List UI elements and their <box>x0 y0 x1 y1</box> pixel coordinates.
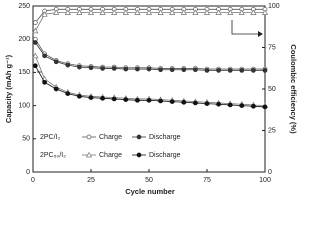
marker <box>88 95 94 100</box>
marker <box>203 9 211 15</box>
y-tick-label: 50 <box>22 136 30 143</box>
marker <box>42 80 47 85</box>
chart: Cycle number Capacity (mAh g⁻¹) Coulombi… <box>4 3 298 196</box>
legend-marker <box>86 134 92 140</box>
marker <box>53 86 59 92</box>
marker <box>261 9 269 15</box>
marker <box>53 59 59 65</box>
marker <box>158 98 163 104</box>
marker <box>88 65 94 71</box>
legend-label: Discharge <box>149 152 181 159</box>
marker <box>87 9 95 15</box>
marker <box>215 9 222 15</box>
legend-label: Charge <box>99 152 122 159</box>
marker <box>180 9 187 15</box>
marker <box>169 99 175 104</box>
marker <box>111 9 118 15</box>
marker <box>227 68 233 73</box>
x-tick-label: 25 <box>87 177 95 184</box>
y2-tick-label: 75 <box>268 44 276 51</box>
y2-tick-label: 25 <box>268 127 276 134</box>
marker <box>157 9 164 15</box>
y2-tick-label: 50 <box>268 86 276 93</box>
x-tick-label: 100 <box>259 177 271 184</box>
marker <box>99 9 106 15</box>
marker <box>32 63 38 69</box>
marker <box>193 100 198 106</box>
marker <box>32 20 38 25</box>
marker <box>251 68 256 73</box>
marker <box>134 9 141 15</box>
x-axis-label: Cycle number <box>125 187 175 196</box>
arrow <box>231 20 258 35</box>
y-tick-label: 100 <box>18 102 30 109</box>
x-tick-label: 75 <box>203 177 211 184</box>
marker <box>239 68 245 73</box>
marker <box>76 9 83 15</box>
marker <box>227 102 233 108</box>
marker <box>216 101 221 107</box>
y-tick-label: 200 <box>18 36 30 43</box>
marker <box>77 64 82 70</box>
marker <box>169 67 175 73</box>
y-axis-label: Capacity (mAh g⁻¹) <box>4 54 13 123</box>
marker <box>192 9 199 15</box>
marker <box>65 91 71 96</box>
legend-group: 2PC/I₂ <box>40 134 61 141</box>
plot-frame <box>32 5 266 173</box>
marker <box>204 68 210 73</box>
marker <box>262 68 268 73</box>
marker <box>146 66 152 72</box>
marker <box>111 96 117 102</box>
legend-marker <box>136 152 142 158</box>
y-tick-label: 150 <box>18 69 30 76</box>
marker <box>181 99 187 105</box>
marker <box>64 9 71 15</box>
marker <box>42 53 47 59</box>
marker <box>169 9 176 15</box>
marker <box>32 52 39 59</box>
marker <box>32 27 39 34</box>
marker <box>100 66 105 71</box>
marker <box>181 67 187 73</box>
marker <box>146 97 152 103</box>
legend-marker <box>136 134 142 140</box>
series-line <box>34 12 265 32</box>
y2-axis-label: Coulombic efficiency (%) <box>289 44 298 134</box>
marker <box>227 9 234 15</box>
marker <box>135 66 140 72</box>
marker <box>145 9 153 15</box>
x-tick-label: 0 <box>31 177 35 184</box>
marker <box>123 66 129 72</box>
y2-tick-label: 0 <box>268 169 272 176</box>
marker <box>41 11 48 17</box>
marker <box>135 97 140 103</box>
marker <box>123 97 129 102</box>
legend-label: Discharge <box>149 134 181 141</box>
marker <box>216 68 221 73</box>
marker <box>53 9 60 15</box>
y-tick-label: 250 <box>18 3 30 10</box>
x-tick-label: 50 <box>145 177 153 184</box>
legend-marker <box>85 151 93 158</box>
marker <box>204 101 210 106</box>
marker <box>122 9 129 15</box>
marker <box>65 62 71 68</box>
marker <box>32 40 38 45</box>
y-tick-label: 0 <box>26 169 30 176</box>
marker <box>193 67 198 73</box>
arrow-head <box>258 31 263 37</box>
marker <box>239 103 245 108</box>
marker <box>251 103 256 109</box>
marker <box>100 95 105 101</box>
marker <box>111 66 117 71</box>
marker <box>250 9 257 15</box>
marker <box>77 93 82 99</box>
marker <box>238 9 245 15</box>
legend-label: Charge <box>99 134 122 141</box>
y2-tick-label: 100 <box>268 3 280 10</box>
legend-group: 2PC₅₀/I₂ <box>40 152 66 159</box>
marker <box>262 104 268 110</box>
marker <box>158 67 163 73</box>
